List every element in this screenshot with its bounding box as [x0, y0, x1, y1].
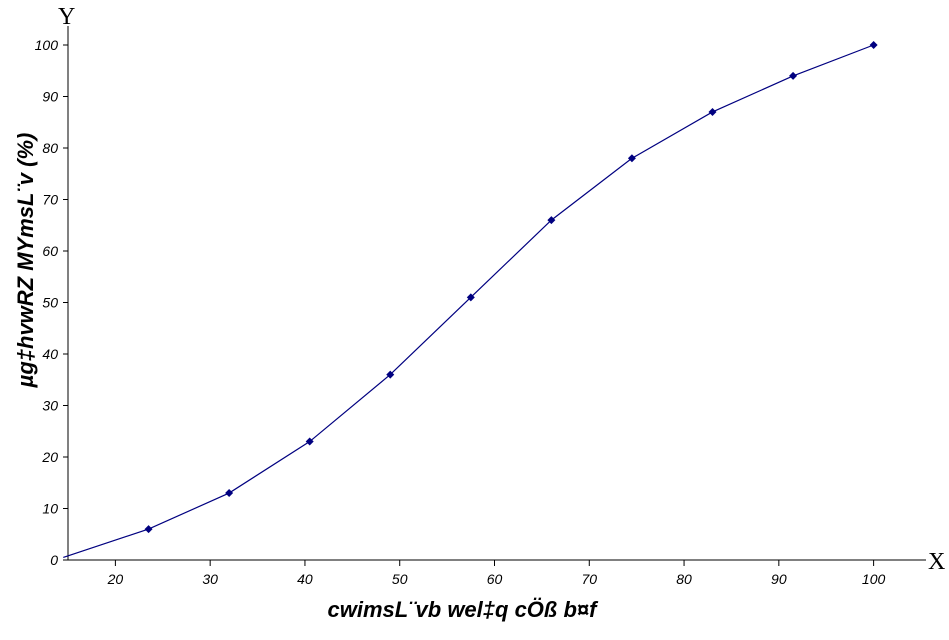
data-point-marker: [789, 71, 798, 80]
y-tick-label: 80: [42, 140, 58, 156]
x-tick-label: 20: [107, 571, 124, 587]
x-axis-title: cwimsL¨vb wel‡q cÖß b¤f: [328, 597, 600, 622]
y-tick-label: 100: [35, 37, 59, 53]
y-tick-label: 70: [42, 192, 58, 208]
y-tick-label: 30: [42, 398, 58, 414]
x-tick-label: 100: [862, 571, 886, 587]
x-tick-label: 60: [487, 571, 503, 587]
y-tick-label: 20: [41, 449, 58, 465]
y-axis-letter: Y: [58, 4, 75, 30]
y-tick-label: 90: [42, 89, 58, 105]
data-point-marker: [869, 41, 878, 49]
data-point-marker: [627, 154, 636, 163]
x-tick-label: 70: [581, 571, 597, 587]
data-point-marker: [708, 107, 717, 116]
data-point-marker: [144, 525, 153, 534]
y-tick-label: 40: [42, 346, 58, 362]
x-tick-label: 50: [392, 571, 408, 587]
x-tick-label: 80: [676, 571, 692, 587]
series-group: [63, 41, 878, 558]
y-tick-label: 10: [42, 501, 58, 517]
data-point-marker: [225, 489, 234, 498]
x-tick-label: 90: [771, 571, 787, 587]
y-tick-label: 60: [42, 243, 58, 259]
x-tick-label: 30: [202, 571, 218, 587]
x-axis-letter: X: [928, 549, 945, 575]
y-tick-label: 0: [50, 552, 58, 568]
data-point-marker: [547, 216, 556, 225]
data-point-marker: [466, 293, 475, 302]
x-tick-label: 40: [297, 571, 313, 587]
y-axis-title: µg‡hvwRZ MYmsL¨v (%): [13, 133, 38, 389]
axes-group: [67, 26, 926, 561]
data-point-marker: [386, 370, 395, 379]
series-line: [63, 44, 874, 558]
y-tick-label: 50: [42, 295, 58, 311]
ticks-group: 0 10 20 30 40 50 60 70 80 90 100 20 30 40 50 60 70 80 90 10…: [35, 37, 886, 587]
data-point-marker: [305, 437, 314, 446]
